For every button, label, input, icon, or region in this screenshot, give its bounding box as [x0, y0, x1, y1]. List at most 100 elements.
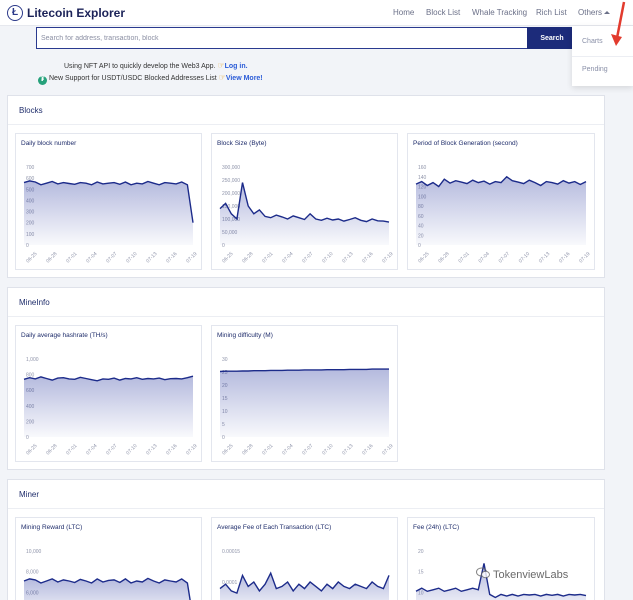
- section-title-blocks: Blocks: [19, 106, 43, 115]
- x-tick-label: 07-19: [381, 251, 394, 264]
- series-area: [220, 182, 389, 245]
- x-tick-label: 06-25: [25, 251, 38, 264]
- x-tick-label: 07-19: [381, 443, 394, 456]
- chart-title: Block Size (Byte): [217, 140, 267, 147]
- x-tick-label: 06-28: [437, 251, 450, 264]
- search-input[interactable]: [41, 28, 525, 48]
- x-tick-label: 07-13: [538, 251, 551, 264]
- y-tick-label: 0: [222, 435, 225, 441]
- y-tick-label: 0: [26, 435, 29, 441]
- dropdown-item-charts[interactable]: Charts: [582, 38, 603, 45]
- chart-title: Mining Reward (LTC): [21, 524, 83, 531]
- series-line: [23, 577, 191, 600]
- series-area: [220, 369, 389, 437]
- x-tick-label: 07-16: [361, 251, 374, 264]
- x-tick-label: 06-25: [25, 443, 38, 456]
- x-tick-label: 07-13: [145, 443, 158, 456]
- search-bar: Search: [36, 27, 577, 49]
- chart-card-fee-24h[interactable]: Fee (24h) (LTC) 2015105: [407, 517, 595, 600]
- x-tick-label: 07-10: [321, 443, 334, 456]
- logo-letter: Ł: [11, 7, 19, 18]
- y-tick-label: 200,000: [222, 191, 240, 197]
- top-nav-bar: Ł Litecoin Explorer Home Block List Whal…: [0, 0, 633, 26]
- litecoin-logo-icon[interactable]: Ł: [7, 5, 23, 21]
- chart-card-block-size[interactable]: Block Size (Byte) 300,000 250,000 200,000 1…: [211, 133, 398, 270]
- x-tick-label: 07-07: [105, 251, 118, 264]
- x-tick-label: 06-28: [241, 443, 254, 456]
- divider: [8, 124, 604, 125]
- y-tick-label: 140: [418, 175, 427, 181]
- x-tick-label: 07-04: [281, 443, 294, 456]
- chart-title: Period of Block Generation (second): [413, 140, 518, 147]
- promo-view-more-link[interactable]: View More!: [225, 75, 263, 82]
- y-tick-label: 700: [26, 165, 35, 171]
- nav-rich-list[interactable]: Rich List: [536, 8, 567, 17]
- x-tick-label: 07-01: [261, 251, 274, 264]
- divider: [8, 316, 604, 317]
- chart-card-daily-block-number[interactable]: Daily block number 700600500400300200100…: [15, 133, 202, 270]
- chart-svg: 1,000800600400200006-2506-2807-0107-0407…: [23, 357, 199, 456]
- promo-nft-api: Using NFT API to quickly develop the Web…: [64, 61, 248, 70]
- series-line: [23, 375, 194, 382]
- chart-card-hashrate[interactable]: Daily average hashrate (TH/s) 1,00080060…: [15, 325, 202, 462]
- chart-svg: 300,000250,000200,000150,000100,00050,00…: [219, 165, 395, 264]
- y-tick-label: 20: [418, 549, 424, 555]
- y-tick-label: 0: [26, 243, 29, 249]
- chart-title: Daily average hashrate (TH/s): [21, 332, 108, 339]
- chart-title: Fee (24h) (LTC): [413, 524, 460, 531]
- dropdown-item-pending[interactable]: Pending: [582, 66, 608, 73]
- y-tick-label: 0.00015: [222, 549, 240, 555]
- promo-nft-text: Using NFT API to quickly develop the Web…: [64, 63, 216, 70]
- divider: [8, 508, 604, 509]
- series-line: [415, 563, 587, 599]
- promo-login-link[interactable]: Log in.: [224, 63, 248, 70]
- pointing-hand-icon: ☞: [218, 73, 226, 82]
- x-tick-label: 06-28: [241, 251, 254, 264]
- x-tick-label: 07-16: [165, 251, 178, 264]
- series-area: [24, 180, 193, 245]
- x-tick-label: 07-01: [65, 443, 78, 456]
- x-tick-label: 07-07: [301, 443, 314, 456]
- x-tick-label: 07-07: [301, 251, 314, 264]
- x-tick-label: 07-04: [85, 443, 98, 456]
- x-tick-label: 07-01: [457, 251, 470, 264]
- x-tick-label: 07-07: [105, 443, 118, 456]
- nav-others[interactable]: Others: [578, 8, 611, 17]
- chart-card-average-fee[interactable]: Average Fee of Each Transaction (LTC) 0.…: [211, 517, 398, 600]
- watermark-text: TokenviewLabs: [493, 569, 569, 581]
- y-tick-label: 600: [26, 176, 35, 182]
- search-button[interactable]: Search: [527, 27, 577, 49]
- x-tick-label: 07-01: [261, 443, 274, 456]
- x-tick-label: 07-19: [578, 251, 591, 264]
- series-area: [416, 563, 586, 600]
- nav-whale-tracking[interactable]: Whale Tracking: [472, 8, 528, 17]
- chart-card-block-period[interactable]: Period of Block Generation (second) 160 1…: [407, 133, 595, 270]
- x-tick-label: 07-07: [498, 251, 511, 264]
- watermark: TokenviewLabs: [476, 567, 568, 581]
- others-dropdown-menu: Charts Pending: [572, 26, 633, 86]
- chart-card-mining-reward[interactable]: Mining Reward (LTC) 10,0008,0006,0004,00…: [15, 517, 202, 600]
- dropdown-divider: [572, 56, 633, 57]
- chart-svg: 30252015105006-2506-2807-0107-0407-0707-…: [219, 357, 395, 456]
- series-line: [219, 182, 390, 223]
- y-tick-label: 0: [418, 243, 421, 249]
- x-tick-label: 06-28: [45, 251, 58, 264]
- y-tick-label: 30: [222, 357, 228, 363]
- x-tick-label: 07-10: [125, 251, 138, 264]
- series-area: [416, 176, 586, 245]
- brand-title[interactable]: Litecoin Explorer: [27, 6, 126, 20]
- x-tick-label: 06-25: [221, 443, 234, 456]
- nav-block-list[interactable]: Block List: [426, 8, 461, 17]
- series-line: [23, 180, 194, 223]
- x-tick-label: 07-19: [185, 251, 198, 264]
- x-tick-label: 07-16: [558, 251, 571, 264]
- chart-title: Daily block number: [21, 140, 77, 147]
- nav-home[interactable]: Home: [393, 8, 415, 17]
- x-tick-label: 07-16: [361, 443, 374, 456]
- series-area: [24, 376, 193, 437]
- series-line: [219, 571, 390, 595]
- chart-card-mining-difficulty[interactable]: Mining difficulty (M) 30252015105006-250…: [211, 325, 398, 462]
- x-tick-label: 07-10: [518, 251, 531, 264]
- y-tick-label: 10,000: [26, 549, 42, 555]
